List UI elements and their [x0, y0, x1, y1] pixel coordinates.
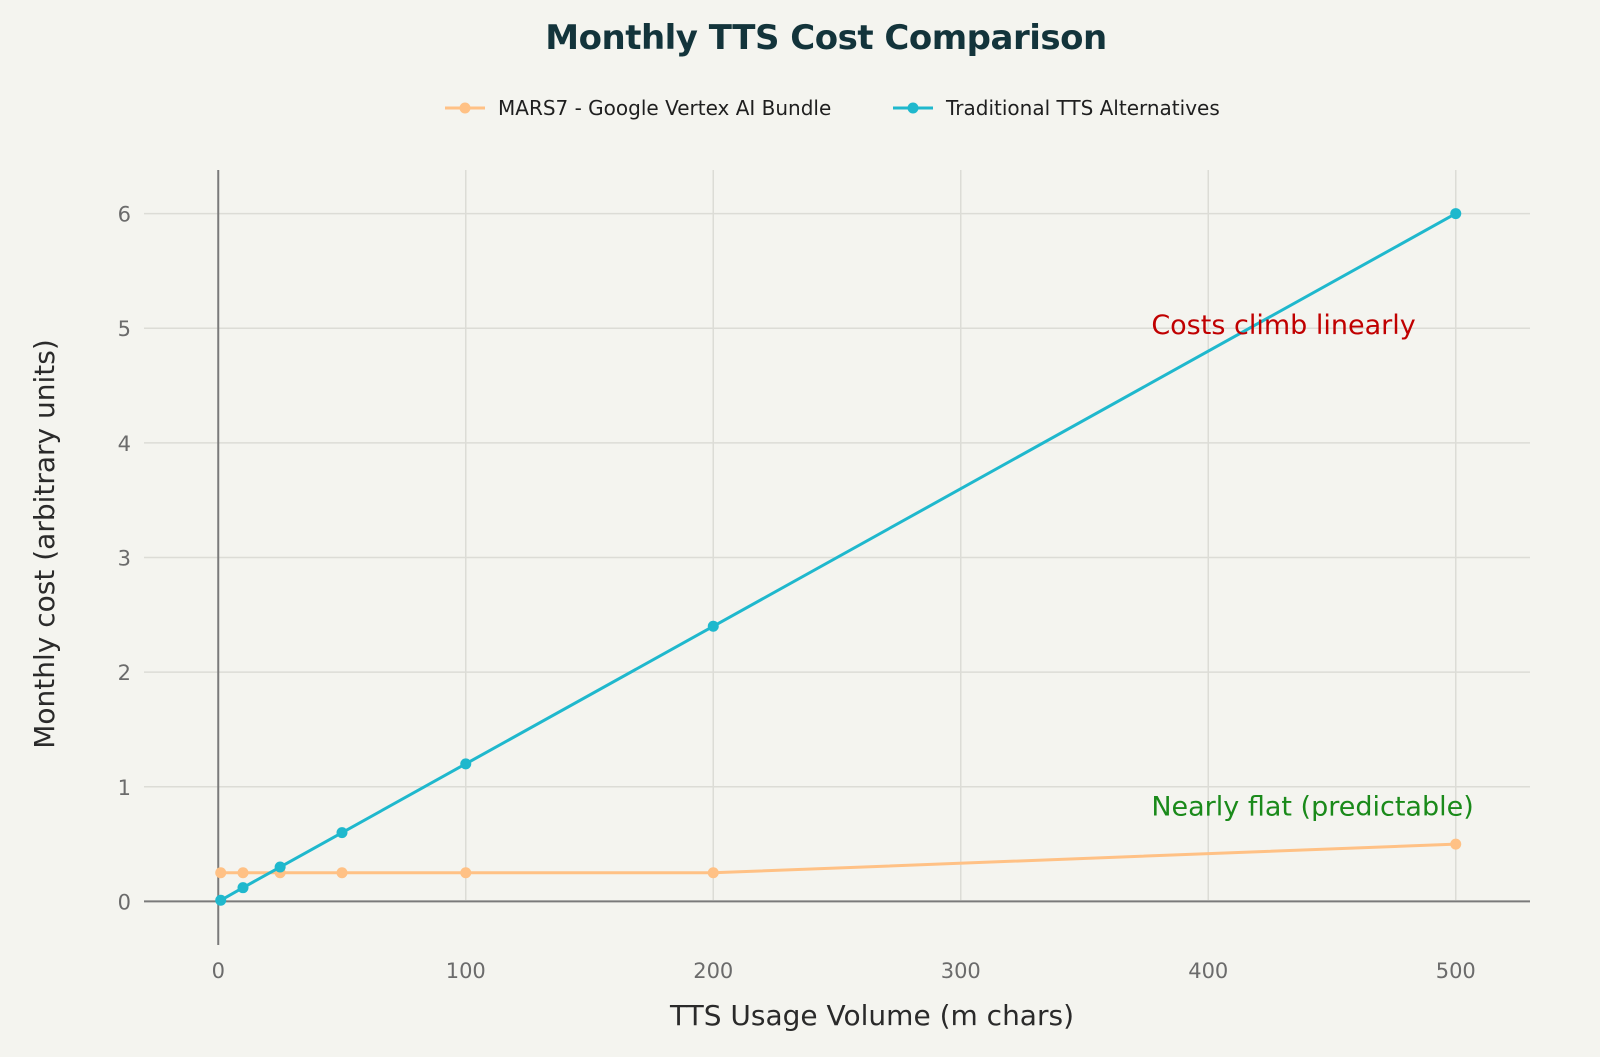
data-point [215, 867, 227, 879]
legend-item-1[interactable]: MARS7 - Google Vertex AI Bundle [445, 96, 831, 120]
y-tick-label: 2 [118, 661, 131, 685]
annotations: Costs climb linearly Nearly flat (predict… [1151, 310, 1473, 823]
x-tick-label: 200 [693, 959, 733, 983]
data-point [707, 867, 719, 879]
x-tick-label: 500 [1436, 959, 1476, 983]
y-tick-label: 1 [118, 776, 131, 800]
axes: 0 100 200 300 400 500 0 1 2 3 4 5 6 [118, 170, 1530, 983]
y-tick-label: 6 [118, 203, 131, 227]
y-tick-label: 0 [118, 890, 131, 914]
data-point [237, 867, 249, 879]
data-point [460, 867, 472, 879]
annotation-2: Nearly flat (predictable) [1151, 791, 1473, 822]
data-point [215, 894, 227, 906]
data-point [460, 758, 472, 770]
x-axis-title: TTS Usage Volume (m chars) [669, 999, 1074, 1032]
annotation-1: Costs climb linearly [1151, 310, 1415, 341]
data-point [274, 861, 286, 873]
x-tick-label: 0 [212, 959, 225, 983]
legend-item-2[interactable]: Traditional TTS Alternatives [893, 96, 1220, 120]
legend-label: Traditional TTS Alternatives [945, 96, 1220, 120]
y-tick-label: 4 [118, 432, 131, 456]
series-line-1 [220, 842, 1456, 875]
y-tick-label: 3 [118, 547, 131, 571]
x-tick-label: 100 [446, 959, 486, 983]
grid [144, 170, 1530, 900]
legend-swatch-marker [907, 102, 919, 114]
x-tick-label: 400 [1188, 959, 1228, 983]
y-tick-label: 5 [118, 317, 131, 341]
data-point [336, 827, 348, 839]
legend-label: MARS7 - Google Vertex AI Bundle [498, 96, 831, 120]
legend-swatch-marker [459, 102, 471, 114]
y-axis-title: Monthly cost (arbitrary units) [28, 339, 61, 749]
legend[interactable]: MARS7 - Google Vertex AI Bundle Tradition… [445, 96, 1220, 120]
data-point [336, 867, 348, 879]
data-point [707, 620, 719, 632]
x-tick-label: 300 [941, 959, 981, 983]
data-point [1450, 838, 1462, 850]
data-point [1450, 208, 1462, 220]
plot-area [215, 208, 1462, 906]
chart-title: Monthly TTS Cost Comparison [545, 18, 1106, 58]
data-point [237, 882, 249, 894]
